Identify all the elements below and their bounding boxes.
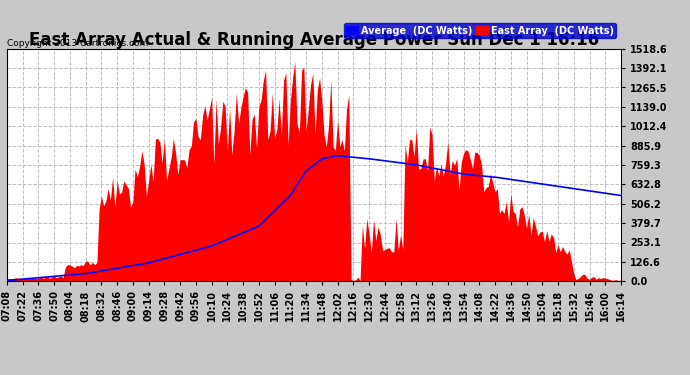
Text: Copyright 2013 Cartronics.com: Copyright 2013 Cartronics.com [7, 39, 148, 48]
Legend: Average  (DC Watts), East Array  (DC Watts): Average (DC Watts), East Array (DC Watts… [344, 23, 616, 38]
Title: East Array Actual & Running Average Power Sun Dec 1 16:16: East Array Actual & Running Average Powe… [29, 31, 599, 49]
